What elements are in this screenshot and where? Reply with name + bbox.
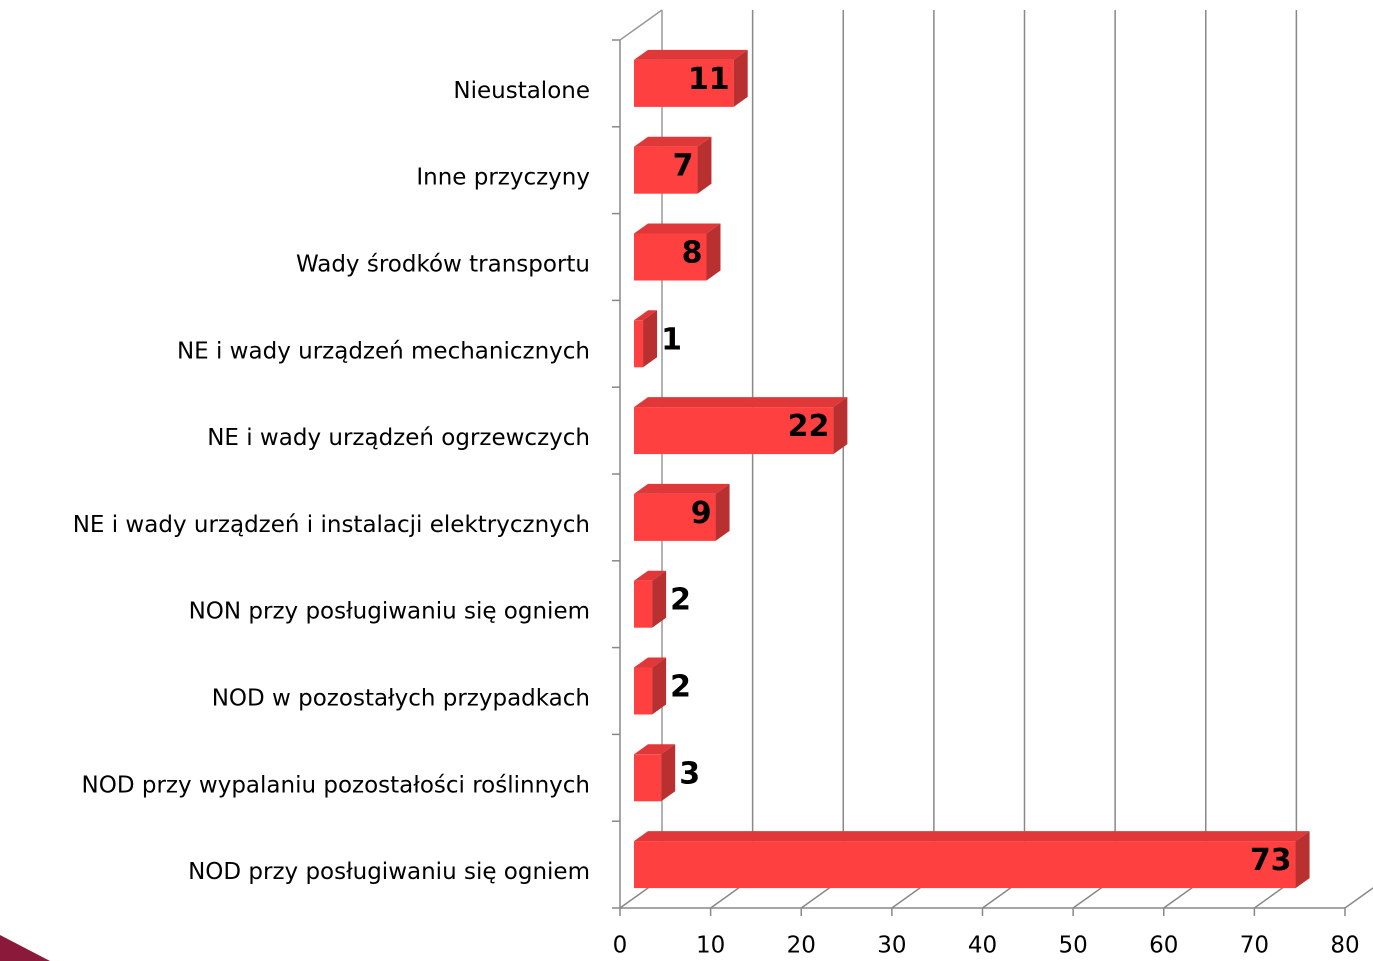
value-label: 2 [670, 670, 691, 705]
category-label: NOD w pozostałych przypadkach [212, 686, 590, 712]
bar-top [634, 136, 712, 147]
value-label: 1 [661, 322, 682, 357]
x-tick-label: 40 [968, 933, 997, 959]
bar-side [652, 657, 667, 715]
bar-top [634, 310, 658, 321]
bar [634, 320, 644, 368]
bar-side [661, 744, 676, 802]
bar-top [634, 483, 730, 494]
category-label: NOD przy posługiwaniu się ogniem [188, 859, 590, 885]
category-label: NE i wady urządzeń mechanicznych [177, 338, 590, 364]
bar-top [634, 831, 1310, 842]
category-label: NOD przy wypalaniu pozostałości roślinny… [82, 772, 590, 798]
bar-top [634, 397, 848, 408]
bar-side [643, 310, 658, 368]
x-tick-label: 50 [1058, 933, 1087, 959]
x-tick-label: 20 [787, 933, 816, 959]
x-tick-label: 10 [696, 933, 725, 959]
x-tick-label: 30 [877, 933, 906, 959]
value-label: 7 [673, 149, 694, 184]
value-label: 22 [788, 409, 830, 444]
category-label: NE i wady urządzeń i instalacji elektryc… [73, 512, 590, 538]
category-label: Wady środków transportu [296, 252, 590, 278]
value-label: 8 [682, 236, 703, 271]
bar [634, 754, 662, 802]
value-label: 3 [679, 756, 700, 791]
bar [634, 407, 834, 455]
category-label: NE i wady urządzeń ogrzewczych [207, 425, 590, 451]
bar-top [634, 223, 721, 234]
bar-top [634, 744, 676, 755]
x-tick-label: 0 [613, 933, 628, 959]
bar-side [1295, 831, 1310, 889]
category-label: NON przy posługiwaniu się ogniem [189, 599, 590, 625]
floor-line [1344, 887, 1373, 909]
bar [634, 146, 698, 194]
x-tick-label: 60 [1149, 933, 1178, 959]
bar [634, 233, 707, 281]
bar-top [634, 49, 748, 60]
bar [634, 580, 653, 628]
bar-top [634, 570, 667, 581]
x-tick-label: 80 [1330, 933, 1359, 959]
x-tick-label: 70 [1240, 933, 1269, 959]
bar-side [715, 483, 730, 541]
category-label: Inne przyczyny [416, 165, 590, 191]
bar-top [634, 657, 667, 668]
value-label: 73 [1250, 843, 1292, 878]
bar-side [833, 397, 848, 455]
bar [634, 841, 1296, 889]
category-label: Nieustalone [453, 78, 590, 104]
bar-side [652, 570, 667, 628]
bar [634, 59, 734, 107]
decoration [0, 935, 50, 961]
value-label: 2 [670, 583, 691, 618]
bar [634, 667, 653, 715]
bar-side [733, 49, 748, 107]
bar [634, 493, 716, 541]
bar-side [706, 223, 721, 281]
axis-wall [619, 9, 663, 41]
value-label: 9 [691, 496, 712, 531]
value-label: 11 [688, 62, 730, 97]
bar-side [697, 136, 712, 194]
